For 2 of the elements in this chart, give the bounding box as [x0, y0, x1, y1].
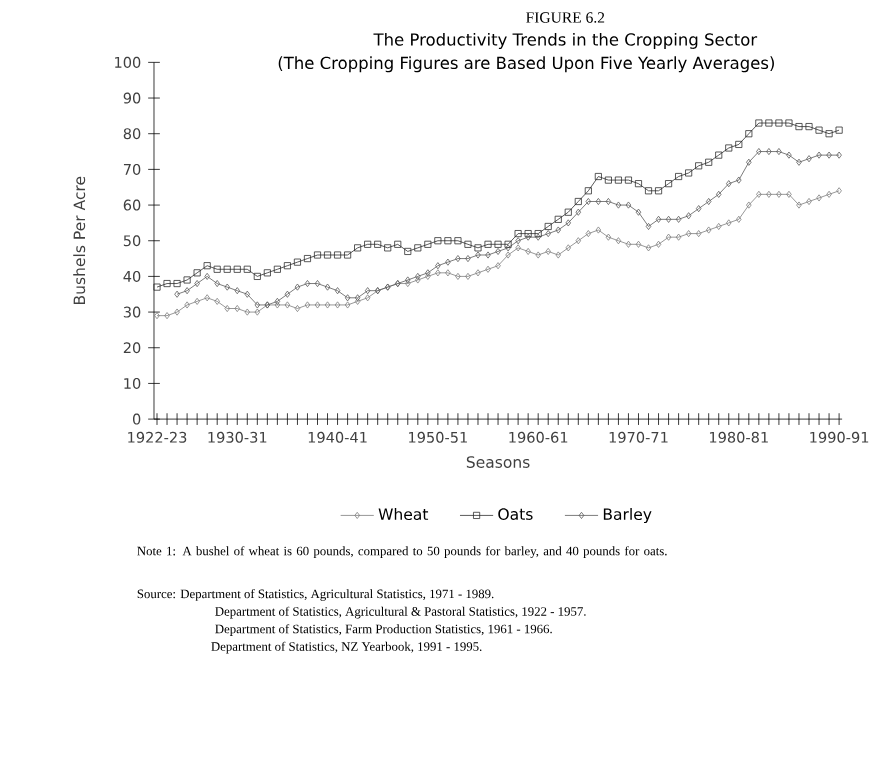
chart-subtitle: (The Cropping Figures are Based Upon Five Yearly Averages)	[278, 56, 774, 73]
chart-title: The Productivity Trends in the Cropping Sector	[373, 32, 758, 49]
